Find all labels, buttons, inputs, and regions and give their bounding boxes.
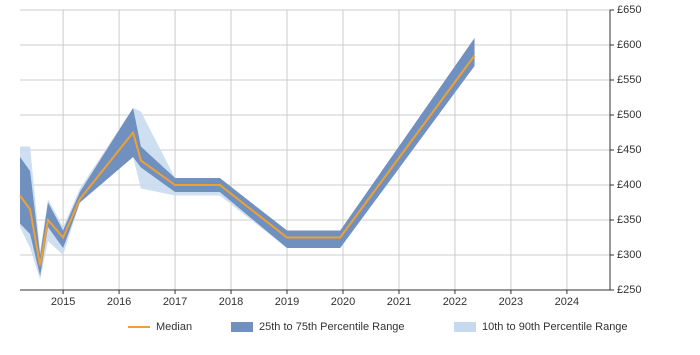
- percentile-band: [20, 38, 475, 276]
- legend-swatch: [454, 322, 476, 332]
- y-tick-label: £350: [617, 214, 641, 226]
- legend-label: Median: [156, 321, 192, 333]
- y-tick-label: £650: [617, 4, 641, 16]
- x-tick-label: 2020: [331, 296, 355, 308]
- x-tick-label: 2018: [219, 296, 243, 308]
- y-tick-label: £250: [617, 284, 641, 296]
- x-tick-label: 2022: [443, 296, 467, 308]
- percentile-band: [20, 38, 475, 280]
- legend-label: 25th to 75th Percentile Range: [259, 321, 405, 333]
- x-tick-label: 2024: [555, 296, 579, 308]
- legend-label: 10th to 90th Percentile Range: [482, 321, 628, 333]
- y-tick-label: £500: [617, 109, 641, 121]
- y-tick-label: £450: [617, 144, 641, 156]
- legend-swatch: [231, 322, 253, 332]
- x-tick-label: 2019: [275, 296, 299, 308]
- x-tick-label: 2023: [499, 296, 523, 308]
- median-line: [19, 54, 476, 266]
- x-tick-label: 2016: [107, 296, 131, 308]
- y-tick-label: £600: [617, 39, 641, 51]
- x-tick-label: 2015: [51, 296, 75, 308]
- y-tick-label: £300: [617, 249, 641, 261]
- y-tick-label: £550: [617, 74, 641, 86]
- y-tick-label: £400: [617, 179, 641, 191]
- x-tick-label: 2021: [387, 296, 411, 308]
- x-tick-label: 2017: [163, 296, 187, 308]
